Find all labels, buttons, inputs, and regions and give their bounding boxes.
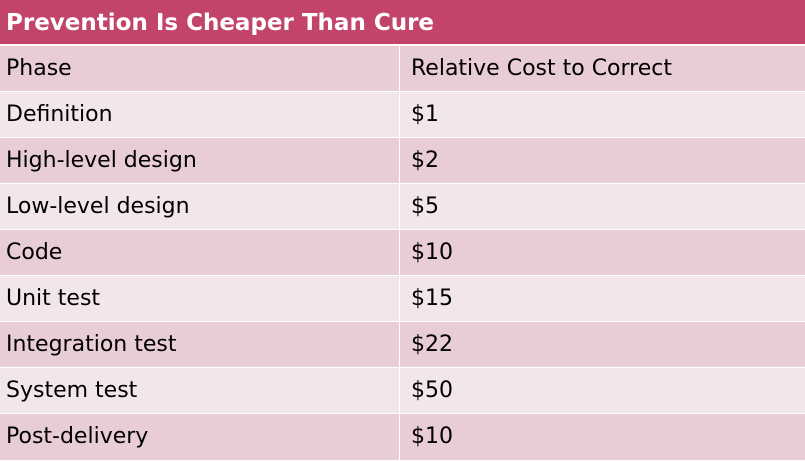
cost-cell: $22	[411, 332, 453, 357]
cost-cell: $2	[411, 148, 439, 173]
table-row: Post-delivery $10	[0, 414, 805, 460]
phase-cell: Post-delivery	[0, 414, 400, 460]
column-header-phase: Phase	[0, 46, 400, 91]
phase-cell: High-level design	[0, 138, 400, 183]
table-row: High-level design $2	[0, 138, 805, 184]
table-row: Definition $1	[0, 92, 805, 138]
phase-cell: Code	[0, 230, 400, 275]
phase-cell: Unit test	[0, 276, 400, 321]
cost-cell: $10	[411, 240, 453, 265]
table-row: Integration test $22	[0, 322, 805, 368]
table-row: Low-level design $5	[0, 184, 805, 230]
cost-cell: $15	[411, 286, 453, 311]
phase-cell: Definition	[0, 92, 400, 137]
phase-cell: System test	[0, 368, 400, 413]
column-header-cost: Relative Cost to Correct	[411, 56, 672, 81]
cost-cell: $10	[411, 424, 453, 449]
cost-cell: $1	[411, 102, 439, 127]
phase-cell: Integration test	[0, 322, 400, 367]
table-row: System test $50	[0, 368, 805, 414]
table-row: Code $10	[0, 230, 805, 276]
table-row: Unit test $15	[0, 276, 805, 322]
cost-cell: $50	[411, 378, 453, 403]
table-header-row: Phase Relative Cost to Correct	[0, 46, 805, 92]
cost-cell: $5	[411, 194, 439, 219]
phase-cell: Low-level design	[0, 184, 400, 229]
table-title: Prevention Is Cheaper Than Cure	[0, 0, 805, 46]
